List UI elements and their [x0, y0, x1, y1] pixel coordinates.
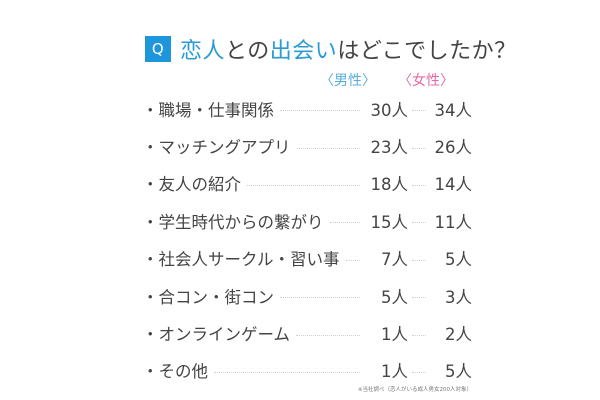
female-value: 34人 [434, 100, 473, 120]
title-highlight-koibito: 恋人 [180, 39, 226, 64]
table-row: ・マッチングアプリ 23人 26人 [142, 127, 472, 164]
footnote: ※当社調べ（恋人がいる成人男女200人対象） [357, 387, 472, 393]
female-value: 3人 [445, 287, 472, 307]
dot-leader [412, 297, 426, 299]
dot-leader [329, 222, 360, 224]
male-value: 30人 [370, 100, 409, 120]
male-value: 7人 [381, 250, 408, 270]
question-title: Q 恋人 との 出会い はどこでしたか？ [145, 33, 517, 65]
male-value: 1人 [381, 362, 408, 382]
dot-leader [214, 371, 360, 373]
male-value: 5人 [381, 287, 408, 307]
row-label: ・合コン・街コン [142, 287, 274, 307]
table-row: ・オンラインゲーム 1人 2人 [142, 314, 472, 351]
female-header: 〈女性〉 [398, 73, 454, 89]
q-badge: Q [145, 36, 171, 62]
dot-leader [296, 147, 360, 149]
row-label: ・マッチングアプリ [142, 138, 291, 158]
male-value: 18人 [370, 175, 409, 195]
title-text-tono: との [225, 39, 270, 64]
female-value: 14人 [434, 175, 473, 195]
dot-leader [280, 297, 360, 299]
male-header: 〈男性〉 [320, 73, 376, 89]
male-value: 1人 [381, 325, 408, 345]
male-value: 15人 [370, 212, 409, 232]
female-value: 5人 [445, 362, 472, 382]
table-row: ・その他 1人 5人 [142, 352, 472, 389]
column-headers: 〈男性〉 〈女性〉 [320, 70, 470, 90]
row-label: ・学生時代からの繋がり [142, 212, 324, 232]
dot-leader [412, 334, 426, 336]
row-label: ・職場・仕事関係 [142, 100, 274, 120]
row-label: ・その他 [142, 362, 208, 382]
row-label: ・友人の紹介 [142, 175, 241, 195]
dot-leader [296, 334, 360, 336]
dot-leader [412, 371, 426, 373]
dot-leader [412, 184, 426, 186]
table-row: ・社会人サークル・習い事 7人 5人 [142, 240, 472, 277]
row-label: ・社会人サークル・習い事 [142, 250, 340, 270]
female-value: 26人 [434, 138, 473, 158]
female-value: 11人 [434, 212, 473, 232]
female-value: 2人 [445, 325, 472, 345]
title-text-rest: はどこでしたか？ [337, 39, 517, 64]
dot-leader [247, 184, 360, 186]
dot-leader [280, 110, 360, 112]
dot-leader [345, 259, 360, 261]
female-value: 5人 [445, 250, 472, 270]
dot-leader [412, 222, 426, 224]
table-row: ・職場・仕事関係 30人 34人 [142, 90, 472, 127]
row-label: ・オンラインゲーム [142, 325, 291, 345]
table-row: ・友人の紹介 18人 14人 [142, 165, 472, 202]
dot-leader [412, 259, 426, 261]
title-highlight-deai: 出会い [269, 39, 338, 64]
dot-leader [412, 110, 426, 112]
table-row: ・学生時代からの繋がり 15人 11人 [142, 202, 472, 239]
male-value: 23人 [370, 138, 409, 158]
table-row: ・合コン・街コン 5人 3人 [142, 277, 472, 314]
results-table: ・職場・仕事関係 30人 34人 ・マッチングアプリ 23人 26人 ・友人の紹… [142, 90, 472, 389]
dot-leader [412, 147, 426, 149]
